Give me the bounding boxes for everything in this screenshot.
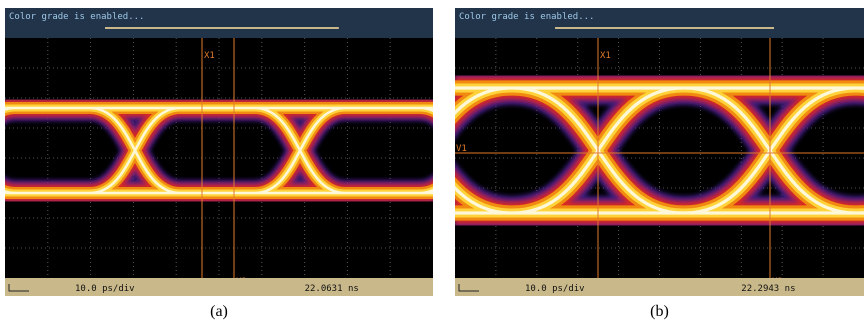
time-text: 22.0631 ns (305, 284, 359, 294)
scope-screen: Color grade is enabled...X1X210.0 ps/div… (0, 8, 510, 296)
cursor-label: V1 (456, 144, 467, 154)
scale-text: 10.0 ps/div (525, 284, 585, 294)
caption: (b) (650, 303, 669, 320)
caption: (a) (210, 303, 228, 320)
status-text: Color grade is enabled... (9, 12, 144, 22)
bottom-bar (5, 278, 433, 296)
status-text: Color grade is enabled... (459, 12, 594, 22)
figure: Color grade is enabled...X1X210.0 ps/div… (0, 0, 868, 322)
cursor-label: X1 (600, 51, 611, 61)
cursor-label: X1 (204, 51, 215, 61)
scale-text: 10.0 ps/div (75, 284, 135, 294)
time-text: 22.2943 ns (741, 284, 795, 294)
bottom-bar (455, 278, 864, 296)
